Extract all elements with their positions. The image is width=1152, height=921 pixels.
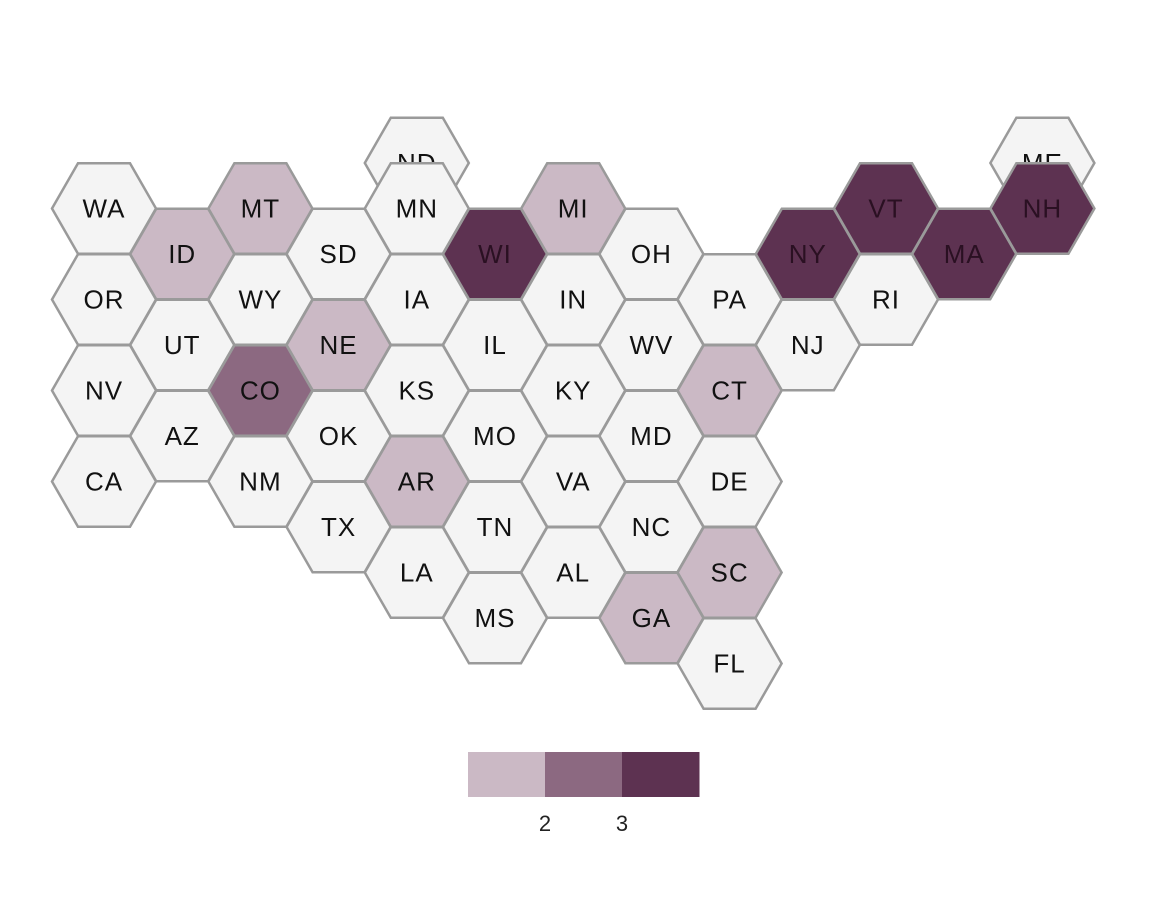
state-label: RI [872,285,900,315]
state-tiles: NDMEWAMTMNMIVTNHIDSDWIOHNYMAORWYIAINPARI… [50,116,1096,711]
state-label: OH [631,239,672,269]
state-label: NE [320,330,358,360]
state-label: WI [478,239,512,269]
state-label: TN [477,512,514,542]
state-label: SD [320,239,358,269]
state-label: NV [85,376,123,406]
state-label: WY [238,285,282,315]
state-label: MS [475,603,516,633]
state-label: CO [240,376,281,406]
legend-swatch-level-1 [468,752,546,797]
state-tile-va: VA [519,434,627,529]
state-label: VT [868,194,903,224]
legend-swatch-level-3 [622,752,700,797]
state-label: MD [630,421,672,451]
state-label: LA [400,558,434,588]
state-tile-ms: MS [441,571,549,665]
state-label: KS [398,376,435,406]
state-label: OK [319,421,359,451]
state-tile-ca: CA [50,434,158,529]
state-label: DE [711,467,749,497]
state-tile-la: LA [363,525,471,620]
state-label: NY [789,239,827,269]
state-label: AL [556,558,590,588]
state-label: KY [555,376,592,406]
state-label: GA [632,603,672,633]
state-label: WA [83,194,126,224]
state-tile-tx: TX [285,480,393,574]
state-label: NC [632,512,672,542]
state-label: NJ [791,330,825,360]
state-tile-nc: NC [597,480,705,574]
legend-swatch-level-2 [545,752,623,797]
state-label: AZ [165,421,200,451]
state-tile-ri: RI [832,252,940,347]
state-label: WV [629,330,673,360]
state-hex [441,571,549,665]
state-label: IN [559,285,587,315]
state-tile-wi: WI [441,207,549,301]
state-tile-ga: GA [597,571,705,665]
state-label: AR [398,467,436,497]
state-tile-md: MD [597,389,705,483]
state-tile-in: IN [519,252,627,347]
state-label: ID [168,239,196,269]
state-label: UT [164,330,201,360]
state-label: MT [241,194,281,224]
state-tile-ia: IA [363,252,471,347]
state-label: CT [711,376,748,406]
state-tile-de: DE [676,434,784,529]
state-tile-nm: NM [206,434,314,529]
color-legend: 2 3 [468,752,700,836]
state-label: IA [404,285,431,315]
state-hex [50,434,158,529]
state-tile-mt: MT [206,161,314,256]
state-label: SC [711,558,749,588]
state-label: MO [473,421,517,451]
state-label: PA [712,285,747,315]
legend-tick-label: 2 [539,811,551,836]
state-label: IL [483,330,507,360]
state-label: NM [239,467,281,497]
state-tile-or: OR [50,252,158,347]
state-label: OR [84,285,125,315]
state-label: MA [944,239,985,269]
state-label: TX [321,512,356,542]
state-tile-ma: MA [910,207,1018,301]
state-label: CA [85,467,123,497]
state-label: MI [558,194,589,224]
state-label: MN [396,194,438,224]
state-label: VA [556,467,591,497]
state-label: FL [713,649,745,679]
state-tile-fl: FL [676,616,784,711]
legend-tick-label: 3 [616,811,628,836]
state-label: NH [1023,194,1063,224]
state-hex [676,616,784,711]
